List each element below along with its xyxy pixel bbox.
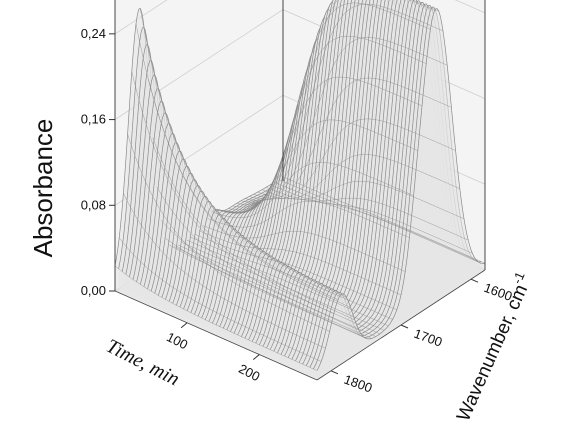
surface-cross-line-31 — [152, 137, 355, 321]
surface-cross-line-30 — [156, 186, 360, 331]
z-tick-label-1: 1700 — [412, 326, 444, 350]
surface-mesh — [114, 0, 486, 380]
surface-cross-line-23 — [186, 239, 389, 327]
frame-edge-5 — [114, 290, 318, 381]
surface-cross-line-1 — [278, 179, 481, 264]
surface-cross-line-27 — [169, 244, 372, 339]
surface-cross-line-28 — [165, 237, 368, 340]
x-tick-label-1: 200 — [236, 361, 262, 384]
surface-cross-line-6 — [257, 154, 460, 200]
surface-cross-line-25 — [177, 244, 381, 335]
surface-cross-line-21 — [194, 233, 397, 311]
surface-cross-line-32 — [148, 79, 351, 308]
surface-cross-line-35 — [135, 23, 339, 301]
x-tick-mark-0 — [180, 322, 188, 329]
surface-cross-line-16 — [215, 119, 418, 214]
y-tick-label-2: 0,16 — [81, 112, 106, 127]
surface-cross-line-36 — [131, 71, 334, 314]
surface-cross-line-39 — [119, 237, 322, 362]
surface-cross-line-12 — [232, 0, 435, 208]
surface-cross-line-15 — [219, 76, 423, 214]
z-tick-mark-1 — [400, 324, 409, 329]
surface-cross-line-38 — [123, 193, 326, 349]
x-tick-label-0: 100 — [164, 329, 190, 352]
x-tick-mark-1 — [252, 354, 260, 360]
surface-cross-line-10 — [240, 3, 444, 203]
surface-cross-line-5 — [261, 180, 465, 220]
z-axis-label-sup: -1 — [509, 269, 527, 286]
z-tick-label-2: 1800 — [342, 372, 374, 396]
z-tick-mark-2 — [330, 370, 339, 375]
surface-cross-line-4 — [266, 186, 469, 241]
y-tick-label-1: 0,08 — [81, 197, 106, 212]
surface-cross-line-17 — [211, 162, 414, 218]
surface-cross-line-2 — [274, 181, 477, 261]
surface-cross-line-7 — [253, 118, 456, 200]
surface-cross-line-26 — [173, 246, 376, 337]
surface-cross-line-40 — [114, 265, 318, 371]
surface-cross-line-8 — [249, 77, 452, 200]
surface-cross-line-33 — [144, 30, 347, 298]
surface-cross-line-29 — [161, 220, 364, 337]
surface-cross-line-11 — [236, 0, 439, 205]
z-tick-mark-0 — [470, 278, 479, 283]
surface-cross-line-0 — [282, 176, 486, 264]
surface-cross-line-24 — [182, 242, 385, 331]
surface-slice-fill-56 — [317, 8, 485, 380]
y-tick-label-3: 0,24 — [81, 26, 106, 41]
surface-cross-line-18 — [207, 201, 410, 238]
z-axis-label-main: Wavenumber, cm — [453, 282, 532, 423]
y-tick-label-0: 0,00 — [81, 283, 106, 298]
surface-cross-line-3 — [270, 184, 473, 254]
surface-cross-line-37 — [127, 133, 330, 332]
surface-cross-line-19 — [203, 225, 406, 272]
surface-cross-line-9 — [245, 37, 448, 201]
y-axis-label: Absorbance — [28, 119, 58, 258]
surface-cross-line-20 — [198, 230, 402, 296]
surface-cross-line-34 — [139, 8, 343, 295]
